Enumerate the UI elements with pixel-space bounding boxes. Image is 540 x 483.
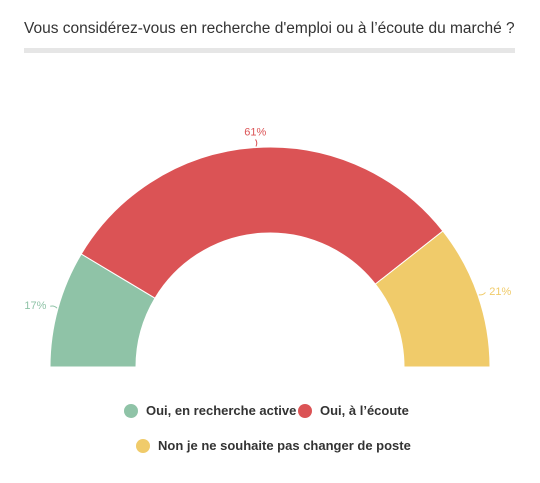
slice-2[interactable] — [374, 230, 491, 368]
legend-swatch — [124, 403, 138, 418]
slice-1[interactable] — [80, 146, 444, 299]
legend-swatch — [298, 403, 312, 418]
legend-label: Oui, à l’écoute — [320, 403, 409, 418]
title-divider — [24, 48, 515, 53]
data-label-0: 17% — [24, 300, 46, 312]
legend-item-oui-a-l-ecoute[interactable]: Oui, à l’écoute — [298, 403, 409, 418]
legend-label: Non je ne souhaite pas changer de poste — [158, 438, 411, 453]
legend-label: Oui, en recherche active — [146, 403, 297, 418]
label-connector-2 — [478, 292, 486, 296]
label-connector-0 — [50, 305, 58, 309]
legend-swatch — [136, 438, 150, 453]
legend-item-non-je-ne-souhaite-pas[interactable]: Non je ne souhaite pas changer de poste — [136, 438, 411, 453]
label-connector-1 — [255, 139, 258, 147]
data-label-2: 21% — [489, 286, 511, 298]
data-label-1: 61% — [244, 126, 266, 138]
legend-item-oui-en-recherche-active[interactable]: Oui, en recherche active — [124, 403, 296, 418]
chart-title: Vous considérez-vous en recherche d'empl… — [24, 20, 515, 37]
